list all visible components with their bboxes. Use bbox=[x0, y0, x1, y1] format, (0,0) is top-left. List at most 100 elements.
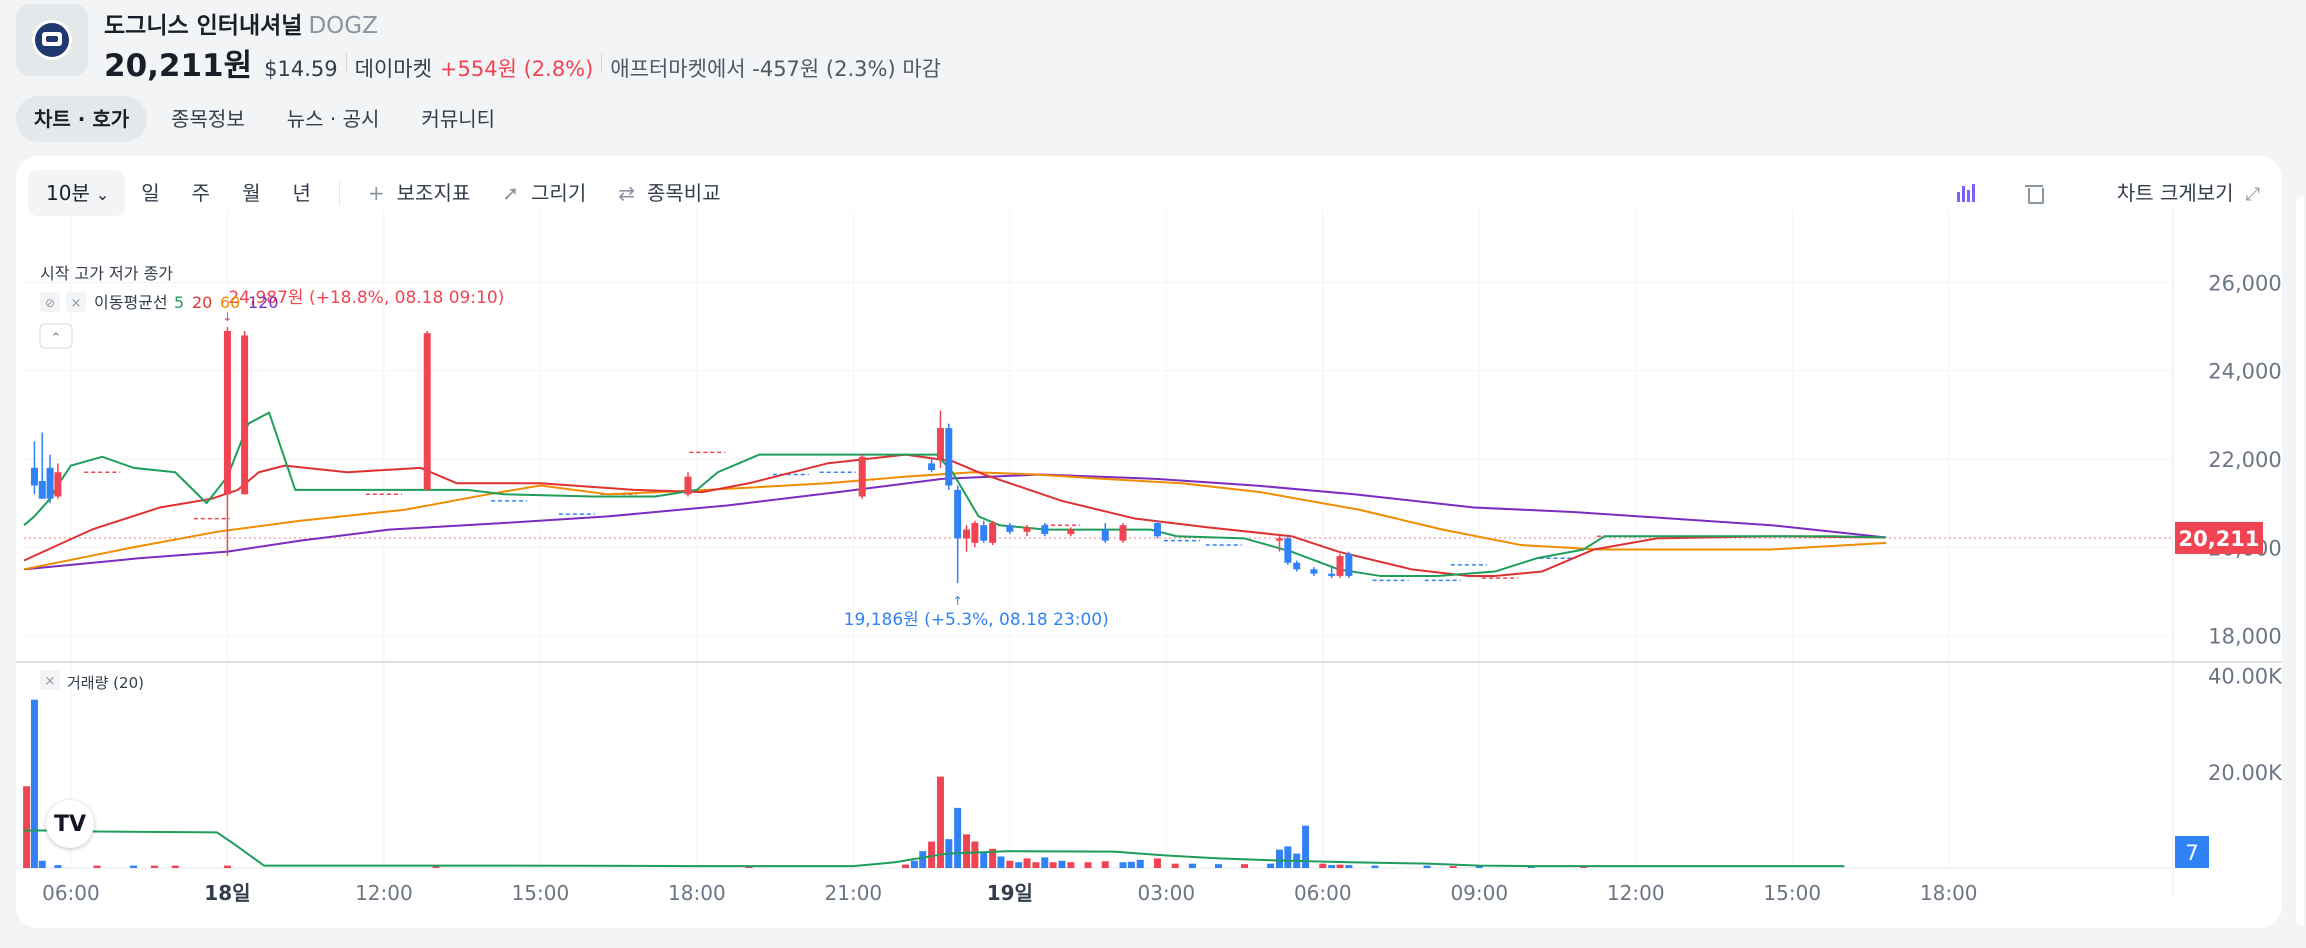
stock-header: 도그니스 인터내셔널 DOGZ 20,211원 $14.59 데이마켓 +554원… bbox=[16, 4, 1416, 84]
tradingview-logo[interactable]: TV bbox=[46, 800, 94, 848]
period-month[interactable]: 월 bbox=[242, 181, 261, 205]
divider bbox=[601, 52, 603, 73]
volume-bar bbox=[954, 807, 962, 868]
tab-community[interactable]: 커뮤니티 bbox=[421, 107, 496, 131]
time-tick-label: 21:00 bbox=[825, 881, 883, 905]
volume-bar bbox=[1171, 863, 1179, 868]
candle-body bbox=[980, 525, 988, 541]
price-chart[interactable]: 26,00024,00022,00020,00018,00040.00K20.0… bbox=[16, 156, 2282, 928]
compare-label: 종목비교 bbox=[647, 181, 721, 205]
candle-body bbox=[46, 467, 54, 499]
time-tick-label: 18일 bbox=[204, 881, 250, 905]
volume-bar bbox=[1136, 859, 1144, 868]
volume-bar bbox=[130, 865, 138, 868]
volume-bar bbox=[989, 848, 997, 868]
ma5-line bbox=[23, 411, 1887, 577]
draw-button[interactable]: ➚ 그리기 bbox=[486, 170, 602, 216]
candle-body bbox=[223, 331, 231, 495]
close-icon-glyph: × bbox=[45, 674, 56, 689]
volume-bar bbox=[1188, 863, 1196, 868]
volume-bar bbox=[902, 864, 910, 868]
volume-bar bbox=[980, 852, 988, 868]
indicators-button[interactable]: + 보조지표 bbox=[352, 170, 486, 216]
candle-body bbox=[1006, 525, 1014, 532]
ma-legend-period: 60 bbox=[220, 293, 240, 312]
time-tick-label: 15:00 bbox=[512, 881, 570, 905]
volume-bar bbox=[30, 699, 38, 868]
time-tick-label: 18:00 bbox=[1920, 881, 1978, 905]
candle-body bbox=[1119, 525, 1127, 541]
candle-body bbox=[423, 333, 431, 490]
low-annotation: 19,186원 (+5.3%, 08.18 23:00) bbox=[844, 610, 1109, 630]
ma-legend-period: 5 bbox=[174, 293, 184, 312]
ma-legend-period: 20 bbox=[192, 293, 212, 312]
volume-bar bbox=[1267, 863, 1275, 868]
volume-bar bbox=[1319, 863, 1327, 868]
candle-body bbox=[241, 335, 249, 495]
volume-bar bbox=[171, 865, 179, 868]
usd-price: $14.59 bbox=[264, 57, 338, 81]
chevron-up-icon bbox=[39, 323, 73, 349]
interval-select[interactable]: 10분 ⌄ bbox=[28, 170, 126, 216]
ma60-line bbox=[23, 471, 1887, 571]
tab-stock-info[interactable]: 종목정보 bbox=[171, 107, 245, 131]
price-tick-label: 24,000 bbox=[2208, 360, 2281, 384]
expand-chart-button[interactable]: 차트 크게보기 ⤢ bbox=[2101, 170, 2268, 216]
volume-bar bbox=[910, 860, 918, 868]
candle-body bbox=[954, 489, 962, 539]
time-tick-label: 06:00 bbox=[1294, 881, 1352, 905]
candle-body bbox=[38, 481, 46, 499]
period-week[interactable]: 주 bbox=[191, 181, 211, 205]
candle-body bbox=[989, 522, 997, 543]
expand-icon: ⤢ bbox=[2245, 184, 2260, 205]
candle-body bbox=[1023, 527, 1031, 532]
stock-ticker: DOGZ bbox=[308, 13, 378, 39]
candle-body bbox=[1067, 529, 1075, 535]
candle-body bbox=[936, 428, 944, 459]
swap-icon: ⇄ bbox=[618, 181, 635, 205]
volume-bar bbox=[1067, 862, 1075, 868]
volume-bar bbox=[1284, 846, 1292, 868]
volume-bar bbox=[1449, 866, 1457, 868]
tab-news[interactable]: 뉴스 · 공시 bbox=[286, 107, 380, 131]
trash-icon[interactable] bbox=[2024, 183, 2044, 204]
volume-bar bbox=[1371, 865, 1379, 868]
volume-bar bbox=[1345, 865, 1353, 868]
candle-body bbox=[1328, 573, 1336, 576]
period-year[interactable]: 년 bbox=[292, 181, 311, 205]
stock-title: 도그니스 인터내셔널 DOGZ bbox=[104, 6, 378, 40]
volume-bar bbox=[1032, 862, 1040, 868]
tab-chart[interactable]: 차트 · 호가 bbox=[16, 96, 148, 142]
volume-bar bbox=[1006, 860, 1014, 868]
volume-bar bbox=[919, 851, 927, 868]
volume-bar bbox=[54, 865, 62, 868]
chart-toolbar: 10분 ⌄ 일 주 월 년 + 보조지표 ➚ 그리기 ⇄ 종목비교 차트 크게보기 ⤢ bbox=[28, 170, 2268, 216]
compare-button[interactable]: ⇄ 종목비교 bbox=[602, 170, 736, 216]
volume-bar bbox=[971, 841, 979, 868]
volume-bar bbox=[1127, 861, 1135, 868]
candle-body bbox=[858, 456, 866, 497]
close-icon-glyph: × bbox=[71, 296, 82, 311]
period-day[interactable]: 일 bbox=[141, 181, 160, 205]
candle-chart-icon[interactable] bbox=[1956, 184, 1977, 202]
time-tick-label: 18:00 bbox=[668, 881, 726, 905]
candle-body bbox=[1293, 562, 1301, 570]
plus-icon: + bbox=[367, 181, 385, 205]
pencil-icon: ➚ bbox=[502, 181, 520, 205]
time-tick-label: 12:00 bbox=[1607, 881, 1665, 905]
after-market-info: 애프터마켓에서 -457원 (2.3%) 마감 bbox=[610, 57, 941, 81]
candle-body bbox=[1101, 529, 1109, 541]
time-tick-label: 15:00 bbox=[1763, 881, 1821, 905]
volume-bar bbox=[997, 856, 1005, 868]
draw-label: 그리기 bbox=[531, 181, 587, 205]
candle-body bbox=[1345, 553, 1353, 576]
candle-body bbox=[1041, 525, 1049, 535]
volume-bar bbox=[1423, 865, 1431, 868]
time-tick-label: 06:00 bbox=[42, 881, 100, 905]
volume-bar bbox=[1214, 864, 1222, 868]
volume-bar bbox=[1023, 858, 1031, 868]
chevron-up-glyph: ⌃ bbox=[51, 331, 62, 346]
candle-body bbox=[1153, 522, 1161, 537]
time-tick-label: 09:00 bbox=[1450, 881, 1508, 905]
candle-body bbox=[1336, 556, 1344, 576]
